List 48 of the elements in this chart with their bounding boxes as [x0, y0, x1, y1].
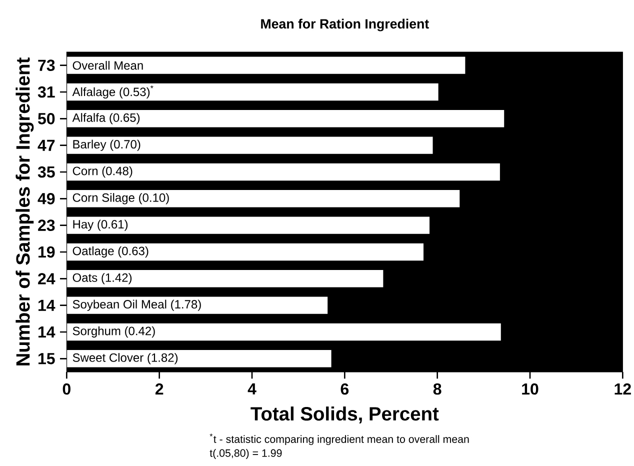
x-tick-label: 0 [62, 383, 70, 395]
y-tick-label: Oatlage (0.63) [72, 246, 148, 258]
text: 35 [38, 166, 55, 178]
chart-title: Mean for Ration Ingredient [261, 18, 429, 32]
y-tick-label: Alfalage (0.53)$^{*}$ [72, 85, 154, 99]
text: t(.05,80) = 1.99 [210, 449, 282, 459]
y-tick-label: Overall Mean [72, 60, 143, 70]
text: 19 [38, 246, 55, 258]
text: 49 [38, 193, 55, 204]
y-tick-label: Sweet Clover (1.82) [72, 353, 178, 364]
bar [66, 216, 430, 235]
text: 15 [38, 353, 55, 364]
text: 14 [38, 300, 56, 311]
bar [66, 189, 460, 208]
text: 50 [38, 113, 55, 124]
bar [66, 296, 328, 315]
x-tick-label: 12 [614, 383, 631, 395]
y-axis-title: Number of Samples for Ingredient [16, 58, 34, 366]
bar [66, 322, 502, 342]
bar [66, 56, 466, 75]
text: 31 [38, 86, 55, 98]
y-tick-label: Hay (0.61) [73, 220, 128, 231]
y-tick-label: Barley (0.70) [73, 140, 140, 151]
bar [66, 242, 424, 262]
y-tick-label: Alfalfa (0.65) [72, 113, 140, 124]
text: $^{*}$t - statistic comparing ingredient mean to overall mean [210, 434, 469, 446]
x-tick-label: 10 [522, 383, 538, 395]
y-tick-label: Corn Silage (0.10) [72, 193, 169, 204]
y-tick-label: Corn (0.48) [72, 166, 132, 178]
text: 23 [38, 220, 55, 232]
text: 14 [38, 326, 56, 338]
bar [66, 269, 384, 288]
bar [66, 82, 440, 102]
x-tick-label: 8 [433, 383, 442, 395]
text: 47 [38, 140, 55, 151]
x-axis-title: Total Solids, Percent [250, 406, 439, 424]
y-tick-label: Soybean Oil Meal (1.78) [72, 300, 201, 311]
text: 24 [38, 273, 56, 284]
bar [66, 349, 332, 368]
y-tick-label: Sorghum (0.42) [72, 326, 155, 338]
x-tick-label: 2 [155, 383, 164, 395]
bar [66, 136, 434, 155]
text: 73 [38, 60, 55, 72]
x-tick-label: 4 [248, 383, 256, 394]
y-tick-label: Oats (1.42) [72, 273, 132, 284]
x-tick-label: 6 [340, 383, 349, 395]
bar [66, 109, 505, 128]
bar [66, 162, 501, 182]
